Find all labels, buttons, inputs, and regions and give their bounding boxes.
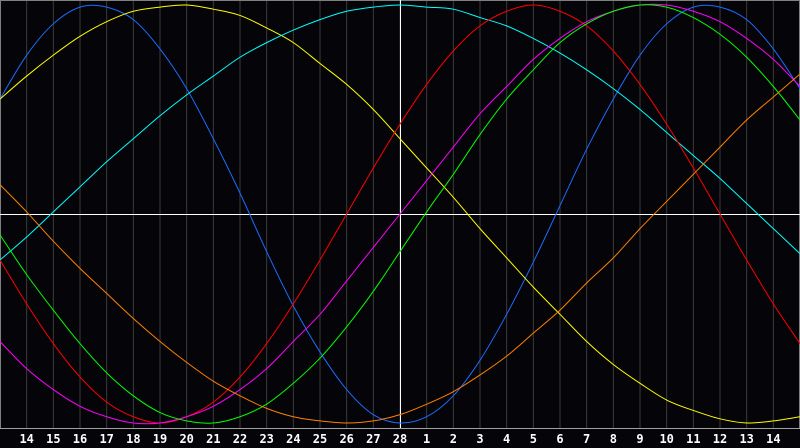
x-tick-label: 14 xyxy=(766,432,780,446)
series-curve-2 xyxy=(0,4,800,424)
x-tick-label: 24 xyxy=(286,432,300,446)
x-tick-label: 10 xyxy=(659,432,673,446)
x-tick-label: 4 xyxy=(503,432,510,446)
x-tick-label: 6 xyxy=(556,432,563,446)
x-tick-label: 13 xyxy=(739,432,753,446)
x-tick-label: 28 xyxy=(393,432,407,446)
series-curve-4 xyxy=(0,4,800,424)
x-tick-label: 23 xyxy=(259,432,273,446)
x-tick-label: 8 xyxy=(610,432,617,446)
x-tick-label: 19 xyxy=(153,432,167,446)
series-curve-5 xyxy=(0,3,800,425)
x-tick-label: 21 xyxy=(206,432,220,446)
x-tick-label: 27 xyxy=(366,432,380,446)
x-tick-label: 2 xyxy=(450,432,457,446)
series-curve-6 xyxy=(0,4,800,424)
x-tick-label: 1 xyxy=(423,432,430,446)
x-tick-label: 20 xyxy=(179,432,193,446)
x-tick-labels: 14 15 16 17 18 19 20 21 22 23 24 25 26 27 28 1 2 3 4 5 6 7 8 9 1… xyxy=(19,432,780,446)
series-curve-1 xyxy=(0,4,800,424)
x-tick-label: 5 xyxy=(530,432,537,446)
x-tick-label: 3 xyxy=(476,432,483,446)
x-tick-label: 22 xyxy=(233,432,247,446)
x-tick-label: 12 xyxy=(713,432,727,446)
x-tick-label: 17 xyxy=(99,432,113,446)
x-tick-label: 26 xyxy=(339,432,353,446)
x-tick-label: 18 xyxy=(126,432,140,446)
series-curve-3 xyxy=(0,4,800,261)
x-tick-label: 11 xyxy=(686,432,700,446)
x-tick-label: 9 xyxy=(636,432,643,446)
x-tick-label: 7 xyxy=(583,432,590,446)
x-tick-label: 16 xyxy=(73,432,87,446)
series-curve-7 xyxy=(0,73,800,424)
series-curves xyxy=(0,3,800,425)
x-tick-label: 25 xyxy=(313,432,327,446)
x-tick-label: 14 xyxy=(19,432,33,446)
x-tick-label: 15 xyxy=(46,432,60,446)
